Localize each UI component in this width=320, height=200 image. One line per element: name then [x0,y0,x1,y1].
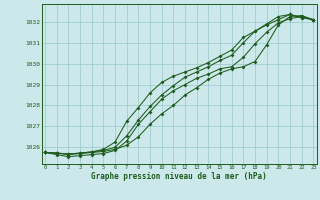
X-axis label: Graphe pression niveau de la mer (hPa): Graphe pression niveau de la mer (hPa) [91,172,267,181]
